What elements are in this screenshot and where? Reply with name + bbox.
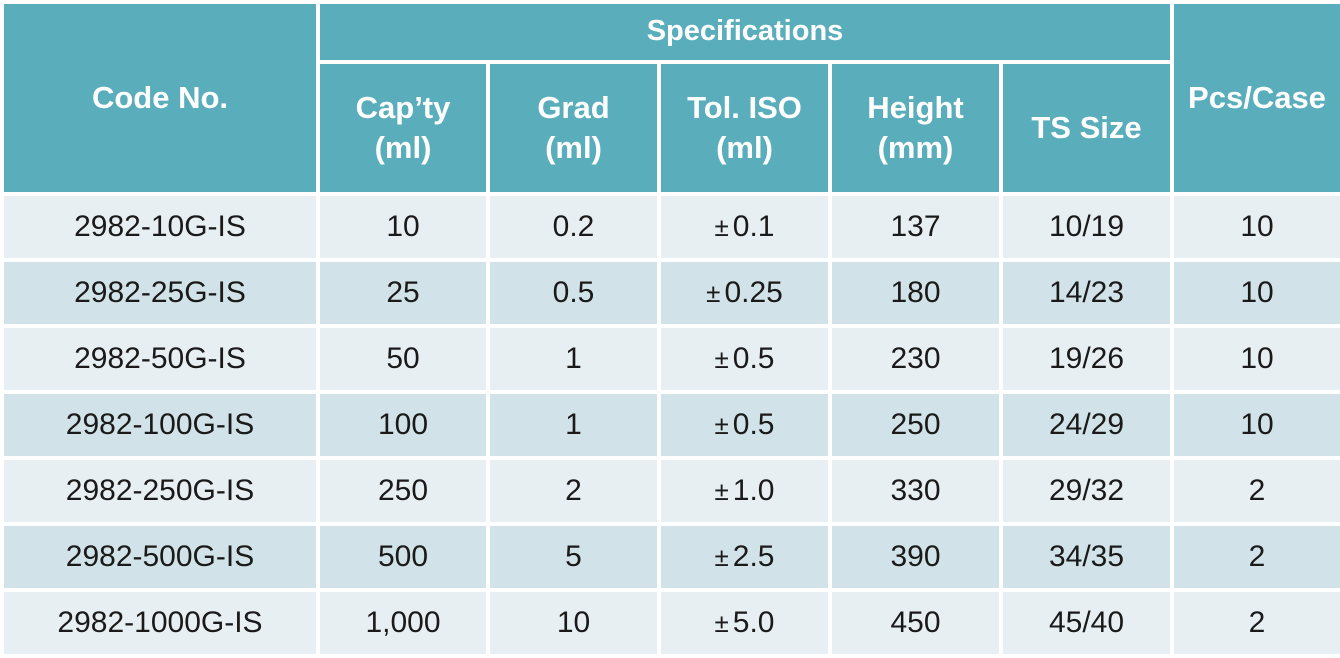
header-ts-size-label: TS Size bbox=[1031, 109, 1142, 145]
cell-code: 2982-500G-IS bbox=[0, 522, 320, 592]
plus-minus-symbol: ± bbox=[714, 476, 729, 506]
header-tolerance-unit: (ml) bbox=[716, 130, 773, 165]
table-row: 2982-250G-IS 250 2 ±1.0 330 29/32 2 bbox=[0, 456, 1340, 526]
cell-pcs-case: 10 bbox=[1170, 258, 1340, 328]
cell-code: 2982-50G-IS bbox=[0, 324, 320, 394]
header-tolerance-label: Tol. ISO bbox=[687, 89, 802, 125]
cell-capacity: 500 bbox=[316, 522, 490, 592]
cell-capacity: 10 bbox=[316, 192, 490, 262]
header-capacity: Cap’ty (ml) bbox=[316, 60, 490, 196]
cell-ts-size: 29/32 bbox=[999, 456, 1174, 526]
cell-height: 390 bbox=[828, 522, 1003, 592]
cell-capacity: 25 bbox=[316, 258, 490, 328]
cell-code: 2982-1000G-IS bbox=[0, 588, 320, 658]
header-row-top: Code No. Specifications Pcs/Case bbox=[0, 0, 1340, 196]
header-capacity-unit: (ml) bbox=[374, 130, 432, 165]
cell-tolerance-value: 1.0 bbox=[732, 474, 775, 507]
cell-tolerance-value: 5.0 bbox=[732, 606, 775, 639]
cell-grad: 5 bbox=[486, 522, 661, 592]
plus-minus-symbol: ± bbox=[714, 344, 729, 374]
cell-pcs-case: 10 bbox=[1170, 390, 1340, 460]
cell-capacity: 250 bbox=[316, 456, 490, 526]
cell-capacity: 100 bbox=[316, 390, 490, 460]
table-row: 2982-50G-IS 50 1 ±0.5 230 19/26 10 bbox=[0, 324, 1340, 394]
table-row: 2982-500G-IS 500 5 ±2.5 390 34/35 2 bbox=[0, 522, 1340, 592]
cell-tolerance: ±2.5 bbox=[657, 522, 832, 592]
cell-height: 330 bbox=[828, 456, 1003, 526]
header-specifications: Specifications bbox=[316, 0, 1174, 64]
cell-tolerance: ±0.25 bbox=[657, 258, 832, 328]
cell-tolerance-value: 2.5 bbox=[732, 540, 775, 573]
plus-minus-symbol: ± bbox=[714, 410, 729, 440]
cell-height: 250 bbox=[828, 390, 1003, 460]
header-row-sub: Cap’ty (ml) Grad (ml) Tol. ISO (ml) Height (… bbox=[2, 60, 1340, 196]
table-row: 2982-100G-IS 100 1 ±0.5 250 24/29 10 bbox=[0, 390, 1340, 460]
cell-height: 180 bbox=[828, 258, 1003, 328]
cell-height: 450 bbox=[828, 588, 1003, 658]
header-grad-unit: (ml) bbox=[545, 130, 602, 165]
cell-pcs-case: 2 bbox=[1170, 588, 1340, 658]
cell-grad: 1 bbox=[486, 324, 661, 394]
cell-pcs-case: 10 bbox=[1170, 192, 1340, 262]
cell-pcs-case: 2 bbox=[1170, 522, 1340, 592]
header-grad: Grad (ml) bbox=[486, 60, 661, 196]
cell-code: 2982-100G-IS bbox=[0, 390, 320, 460]
header-height: Height (mm) bbox=[828, 60, 1003, 196]
cell-tolerance: ±5.0 bbox=[657, 588, 832, 658]
table-row: 2982-25G-IS 25 0.5 ±0.25 180 14/23 10 bbox=[0, 258, 1340, 328]
cell-ts-size: 19/26 bbox=[999, 324, 1174, 394]
cell-code: 2982-25G-IS bbox=[0, 258, 320, 328]
header-height-unit: (mm) bbox=[877, 130, 954, 165]
cell-ts-size: 10/19 bbox=[999, 192, 1174, 262]
plus-minus-symbol: ± bbox=[714, 212, 729, 242]
cell-grad: 10 bbox=[486, 588, 661, 658]
cell-code: 2982-250G-IS bbox=[0, 456, 320, 526]
table-row: 2982-1000G-IS 1,000 10 ±5.0 450 45/40 2 bbox=[0, 588, 1340, 658]
plus-minus-symbol: ± bbox=[706, 278, 721, 308]
header-pcs-case: Pcs/Case bbox=[1170, 0, 1340, 196]
header-grad-label: Grad bbox=[537, 89, 610, 125]
cell-grad: 2 bbox=[486, 456, 661, 526]
cell-height: 230 bbox=[828, 324, 1003, 394]
cell-height: 137 bbox=[828, 192, 1003, 262]
cell-tolerance: ±1.0 bbox=[657, 456, 832, 526]
cell-tolerance: ±0.5 bbox=[657, 324, 832, 394]
cell-tolerance-value: 0.1 bbox=[732, 210, 775, 243]
cell-code: 2982-10G-IS bbox=[0, 192, 320, 262]
cell-pcs-case: 2 bbox=[1170, 456, 1340, 526]
cell-tolerance-value: 0.25 bbox=[724, 276, 783, 309]
cell-grad: 0.5 bbox=[486, 258, 661, 328]
cell-ts-size: 45/40 bbox=[999, 588, 1174, 658]
cell-pcs-case: 10 bbox=[1170, 324, 1340, 394]
header-tolerance: Tol. ISO (ml) bbox=[657, 60, 832, 196]
cell-ts-size: 14/23 bbox=[999, 258, 1174, 328]
header-code-no: Code No. bbox=[0, 0, 320, 196]
cell-tolerance-value: 0.5 bbox=[732, 342, 775, 375]
header-capacity-label: Cap’ty bbox=[355, 89, 451, 125]
header-ts-size: TS Size bbox=[999, 60, 1174, 196]
plus-minus-symbol: ± bbox=[714, 542, 729, 572]
cell-ts-size: 24/29 bbox=[999, 390, 1174, 460]
cell-tolerance: ±0.1 bbox=[657, 192, 832, 262]
cell-grad: 0.2 bbox=[486, 192, 661, 262]
cell-tolerance-value: 0.5 bbox=[732, 408, 775, 441]
table-row: 2982-10G-IS 10 0.2 ±0.1 137 10/19 10 bbox=[0, 192, 1340, 262]
plus-minus-symbol: ± bbox=[714, 608, 729, 638]
cell-grad: 1 bbox=[486, 390, 661, 460]
cell-capacity: 1,000 bbox=[316, 588, 490, 658]
cell-capacity: 50 bbox=[316, 324, 490, 394]
cell-ts-size: 34/35 bbox=[999, 522, 1174, 592]
header-height-label: Height bbox=[867, 89, 964, 125]
table-body: 2982-10G-IS 10 0.2 ±0.1 137 10/19 10 298… bbox=[0, 192, 1340, 658]
cell-tolerance: ±0.5 bbox=[657, 390, 832, 460]
